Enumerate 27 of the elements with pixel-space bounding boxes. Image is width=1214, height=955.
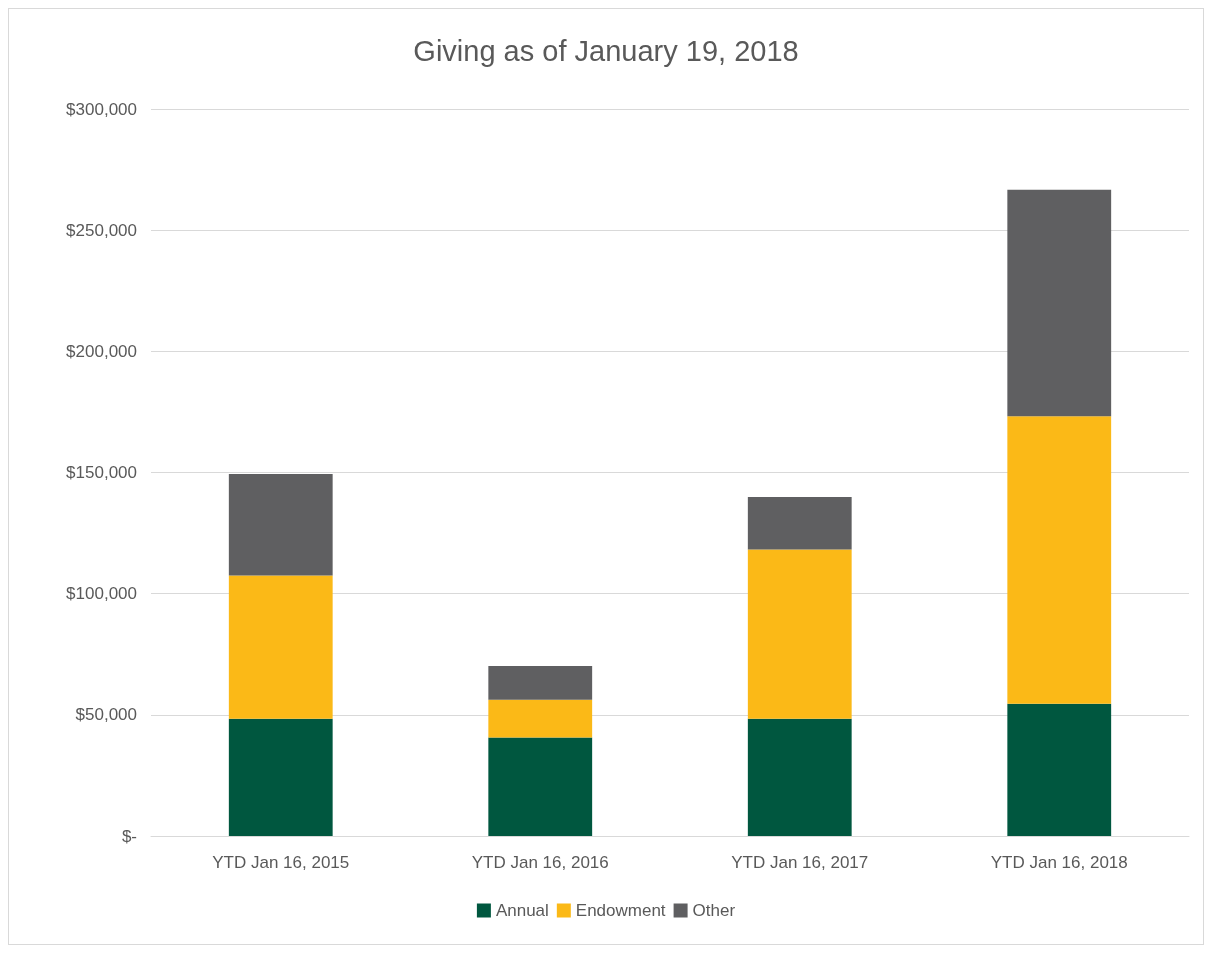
bar xyxy=(228,718,333,836)
y-tick-label: $- xyxy=(121,826,137,846)
bar xyxy=(1007,189,1112,417)
legend-label: Other xyxy=(692,901,736,920)
x-tick-label: YTD Jan 16, 2016 xyxy=(471,853,609,872)
chart-title: Giving as of January 19, 2018 xyxy=(413,34,799,67)
bar xyxy=(488,699,593,738)
x-tick-label: YTD Jan 16, 2017 xyxy=(731,853,869,872)
bar xyxy=(1007,416,1112,704)
y-tick-label: $250,000 xyxy=(66,220,137,240)
y-tick-label: $200,000 xyxy=(66,341,137,361)
bar xyxy=(228,575,333,719)
y-tick-label: $100,000 xyxy=(66,584,137,604)
bar xyxy=(1007,703,1112,836)
bar xyxy=(488,665,593,700)
y-tick-label: $150,000 xyxy=(66,463,137,482)
legend-label: Endowment xyxy=(575,901,666,920)
bar xyxy=(747,549,852,719)
x-tick-label: YTD Jan 16, 2018 xyxy=(990,853,1128,872)
x-tick-label: YTD Jan 16, 2015 xyxy=(212,853,350,872)
bar xyxy=(488,737,593,836)
bar xyxy=(747,718,852,836)
y-tick-label: $50,000 xyxy=(75,705,137,725)
y-tick-label: $300,000 xyxy=(66,99,137,119)
bar xyxy=(228,473,333,576)
bar xyxy=(747,496,852,550)
legend-label: Annual xyxy=(495,901,549,920)
